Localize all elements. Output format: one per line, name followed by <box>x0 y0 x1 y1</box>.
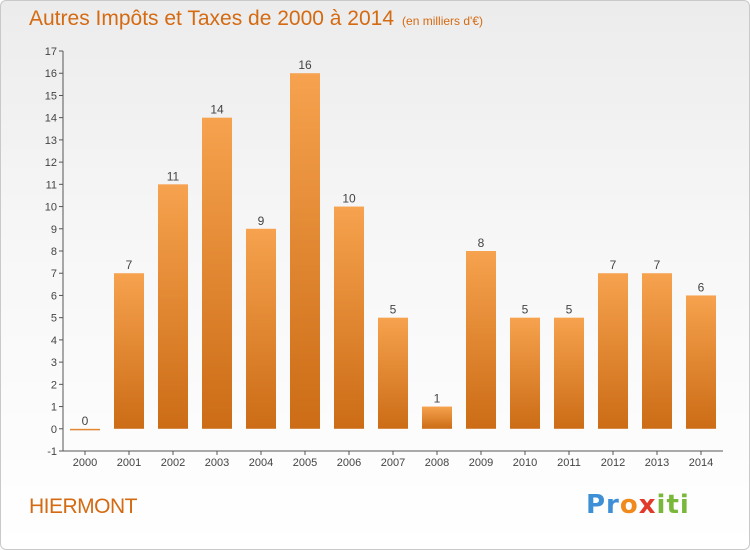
bar <box>554 317 584 429</box>
x-tick-label: 2006 <box>337 457 361 469</box>
y-tick-label: 9 <box>51 224 57 236</box>
bar <box>114 273 144 429</box>
y-tick-label: 15 <box>45 90 57 102</box>
bar <box>70 428 100 431</box>
y-tick-label: 12 <box>45 157 57 169</box>
data-label: 7 <box>654 258 661 272</box>
data-label: 14 <box>210 103 224 117</box>
y-tick-label: 10 <box>45 202 57 214</box>
y-tick-label: -1 <box>47 446 57 458</box>
x-tick-label: 2012 <box>601 457 625 469</box>
chart-bars <box>70 73 716 431</box>
chart-title: Autres Impôts et Taxes de 2000 à 2014 (en… <box>29 7 483 31</box>
data-label: 5 <box>566 303 573 317</box>
x-tick-label: 2009 <box>469 457 493 469</box>
y-tick-label: 14 <box>45 113 57 125</box>
y-tick-label: 6 <box>51 290 57 302</box>
x-tick-label: 2002 <box>161 457 185 469</box>
y-tick-label: 11 <box>46 179 57 191</box>
y-tick-label: 4 <box>51 335 57 347</box>
bar <box>598 273 628 429</box>
y-tick-label: 1 <box>51 402 57 414</box>
data-label: 5 <box>522 303 529 317</box>
y-tick-label: 2 <box>51 379 57 391</box>
data-label: 10 <box>342 192 356 206</box>
x-tick-label: 2005 <box>293 457 317 469</box>
bar <box>642 273 672 429</box>
x-tick-label: 2001 <box>117 457 141 469</box>
data-label: 11 <box>167 169 180 183</box>
logo-part-3: x <box>638 490 657 520</box>
bar <box>158 184 188 429</box>
y-tick-label: 8 <box>51 246 57 258</box>
logo-part-4: iti <box>656 490 690 520</box>
x-tick-label: 2003 <box>205 457 229 469</box>
commune-name: HIERMONT <box>29 495 138 518</box>
bar <box>686 295 716 429</box>
x-tick-label: 2008 <box>425 457 449 469</box>
x-tick-label: 2014 <box>689 457 713 469</box>
y-tick-label: 16 <box>45 68 57 80</box>
chart-labels: 2000020017200211200314200492005162006102… <box>73 58 713 469</box>
data-label: 5 <box>390 303 397 317</box>
chart-title-text: Autres Impôts et Taxes de 2000 à 2014 <box>29 7 395 30</box>
logo-part-1: Pr <box>586 490 620 520</box>
y-tick-label: 0 <box>51 424 57 436</box>
proxiti-logo[interactable]: Proxiti <box>586 490 690 520</box>
bar <box>246 228 276 429</box>
y-tick-label: 3 <box>51 357 57 369</box>
data-label: 7 <box>610 258 617 272</box>
bar <box>290 73 320 429</box>
bar <box>202 117 232 429</box>
y-tick-label: 7 <box>51 268 57 280</box>
bar <box>510 317 540 429</box>
bar <box>422 406 452 429</box>
x-tick-label: 2011 <box>557 457 581 469</box>
logo-part-2: o <box>619 490 639 520</box>
data-label: 8 <box>478 236 485 250</box>
x-tick-label: 2013 <box>645 457 669 469</box>
bar <box>334 206 364 429</box>
x-tick-label: 2007 <box>381 457 405 469</box>
data-label: 7 <box>126 258 133 272</box>
bar <box>466 251 496 429</box>
chart-unit-note: (en milliers d'€) <box>402 14 484 28</box>
x-tick-label: 2000 <box>73 457 97 469</box>
data-label: 16 <box>298 58 312 72</box>
x-tick-label: 2010 <box>513 457 537 469</box>
data-label: 0 <box>82 414 89 428</box>
y-tick-label: 17 <box>45 46 57 58</box>
data-label: 1 <box>434 392 441 406</box>
y-tick-label: 5 <box>51 313 57 325</box>
data-label: 6 <box>698 280 705 294</box>
y-tick-label: 13 <box>45 135 57 147</box>
data-label: 9 <box>258 214 265 228</box>
x-tick-label: 2004 <box>249 457 273 469</box>
bar <box>378 317 408 429</box>
